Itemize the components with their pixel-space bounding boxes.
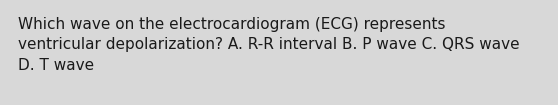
Text: Which wave on the electrocardiogram (ECG) represents
ventricular depolarization?: Which wave on the electrocardiogram (ECG… (18, 17, 519, 73)
